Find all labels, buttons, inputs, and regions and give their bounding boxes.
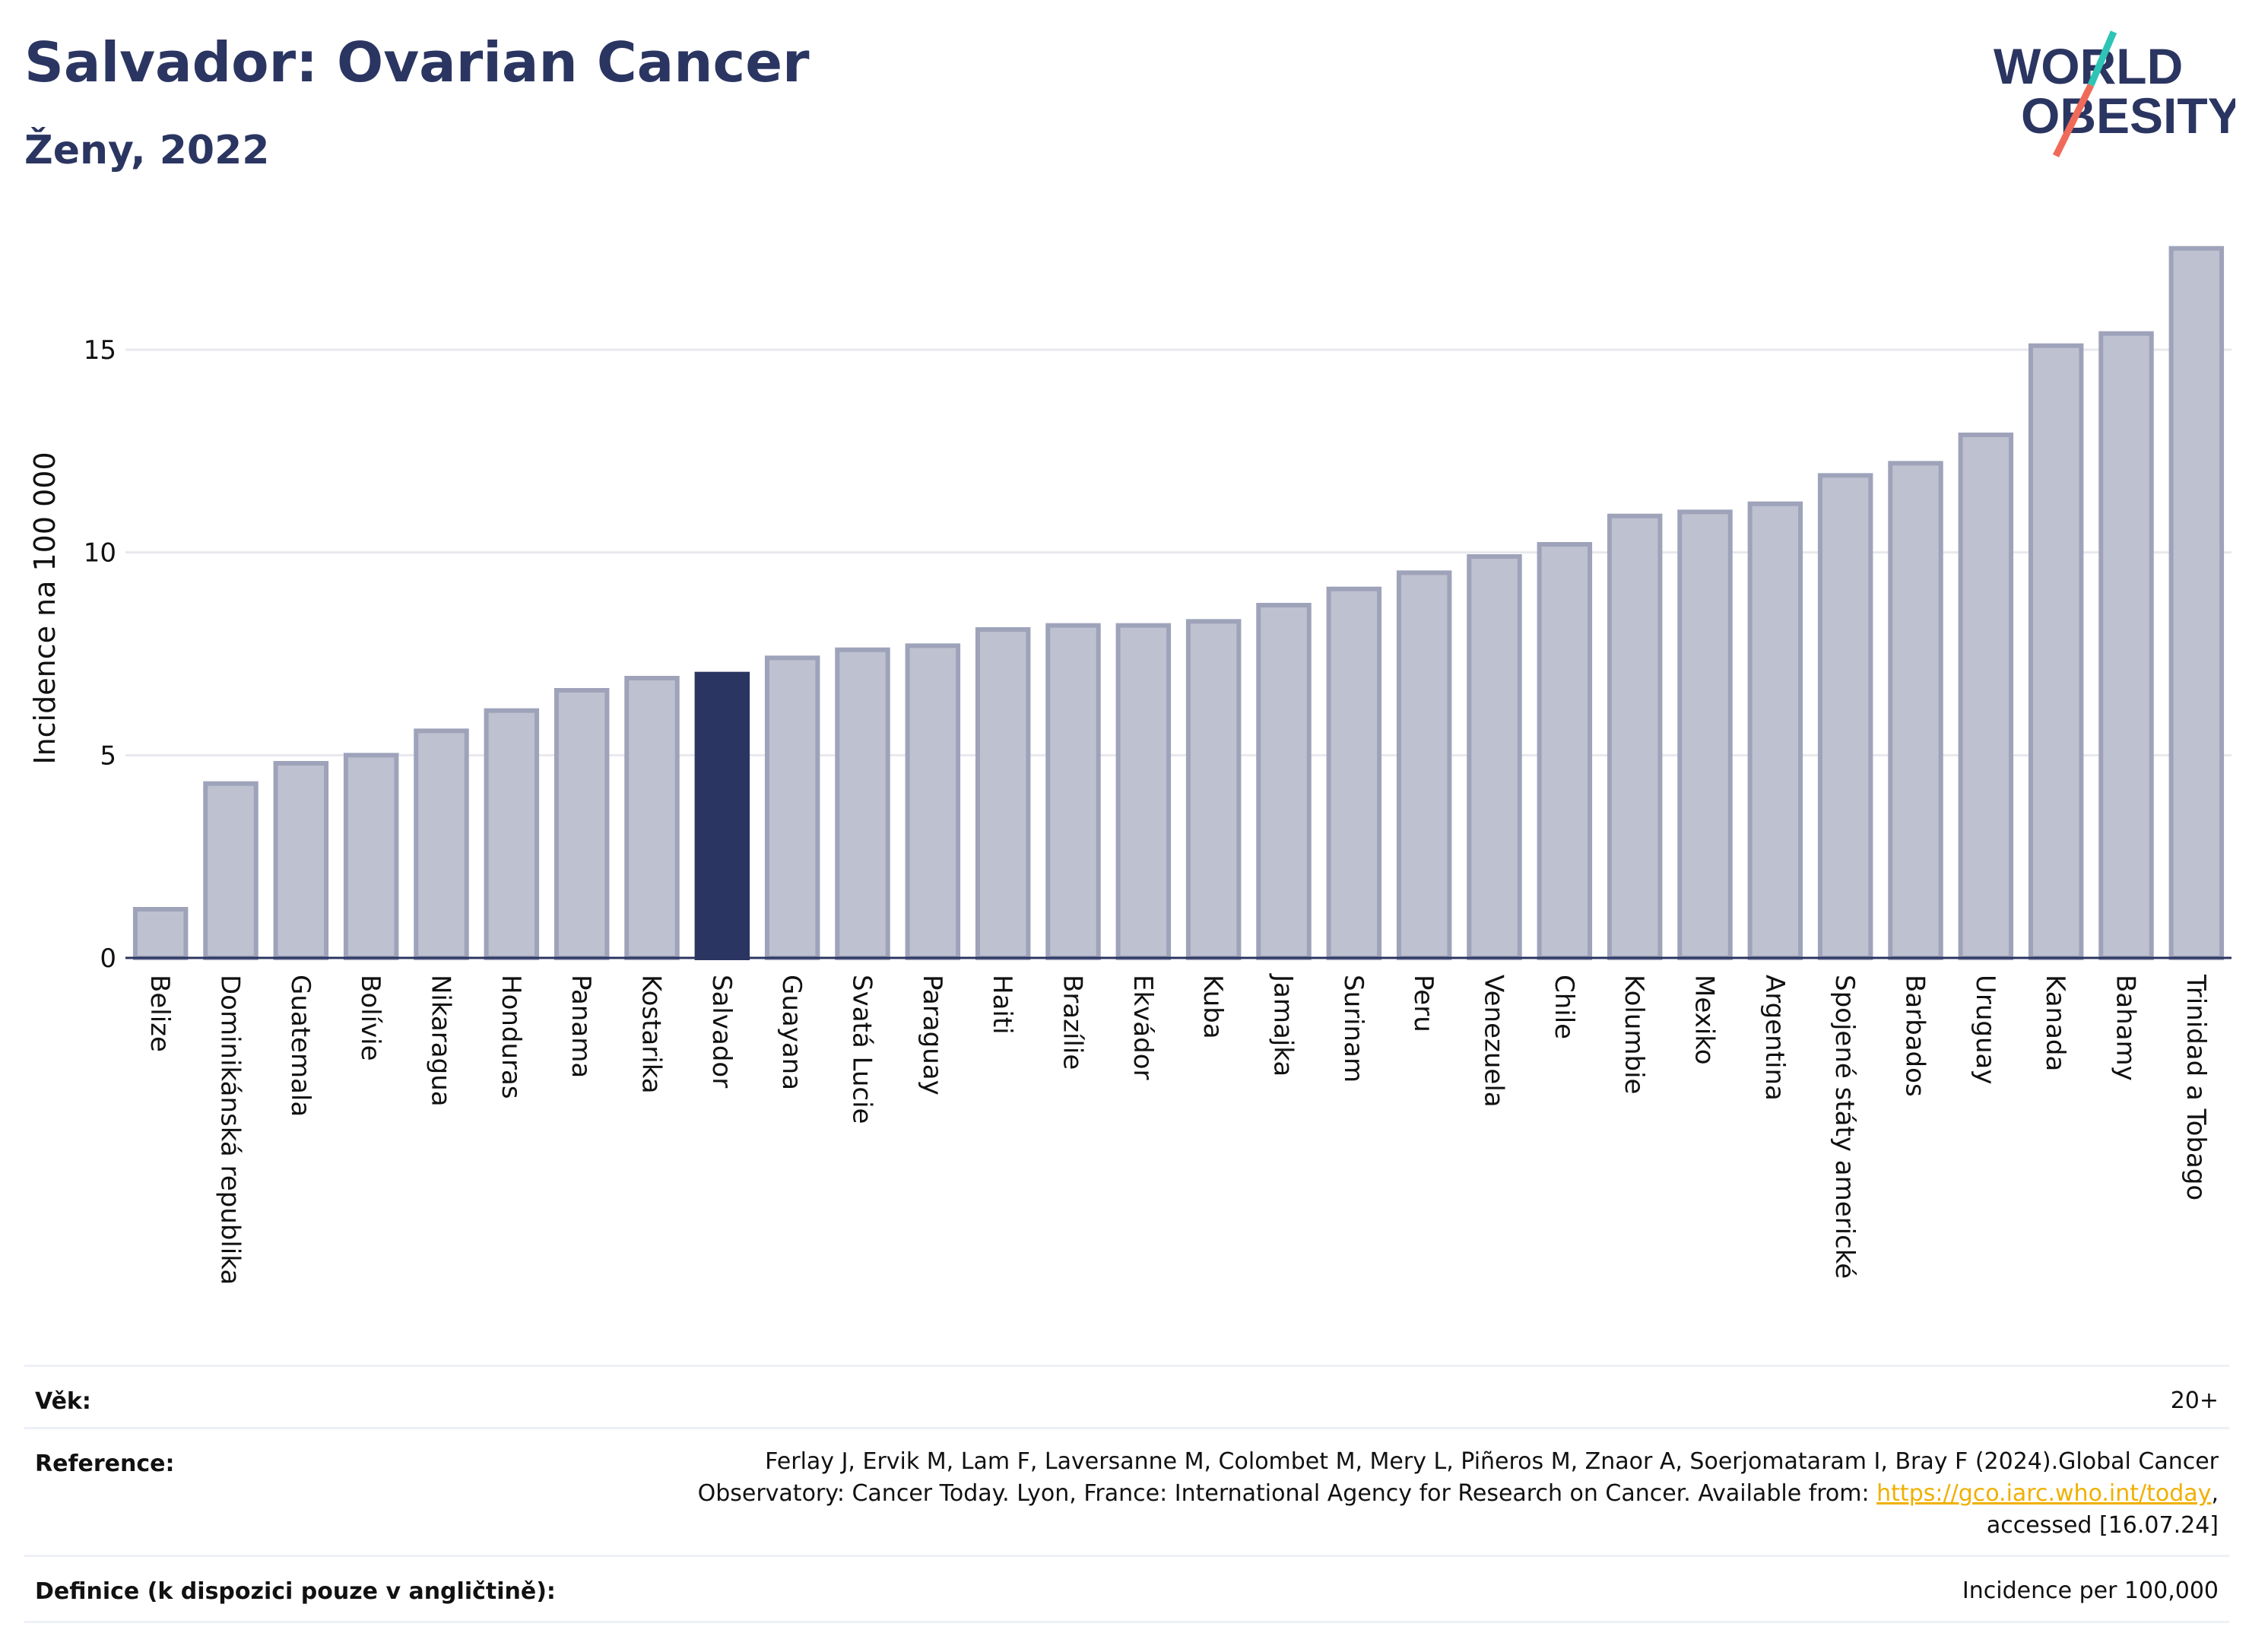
bar-jamajka <box>1256 603 1312 960</box>
y-tick-label: 5 <box>100 740 116 771</box>
logo-word-obesity: OBESITY <box>2021 87 2235 144</box>
bar-haiti <box>975 627 1031 960</box>
x-tick-label: Svatá Lucie <box>847 975 877 1124</box>
bar-venezuela <box>1467 554 1522 960</box>
bar-salvador <box>694 671 750 961</box>
info-row-definition: Definice (k dispozici pouze v angličtině… <box>24 1555 2229 1623</box>
bar-ekvádor <box>1115 623 1172 961</box>
bar-chart: 0 5 10 15 Belize Dominikánská republika Guate… <box>28 246 2232 1285</box>
x-tick-label: Nikaragua <box>426 975 456 1107</box>
grid-lines <box>125 348 2232 756</box>
info-table: Věk: 20+ Reference: Ferlay J, Ervik M, L… <box>24 1365 2229 1623</box>
x-tick-label: Chile <box>1549 975 1579 1039</box>
world-obesity-logo: WORLD OBESITY <box>1984 30 2241 160</box>
reference-line-3: accessed [16.07.24] <box>1986 1512 2219 1539</box>
x-tick-label: Trinidad a Tobago <box>2181 974 2211 1200</box>
x-tick-label: Spojené státy americké <box>1829 975 1860 1279</box>
x-tick-label: Kuba <box>1197 975 1228 1039</box>
bar-spojené-státy-americké <box>1817 473 1873 960</box>
bar-mexiko <box>1677 509 1733 960</box>
bars <box>132 246 2225 961</box>
x-tick-label: Barbados <box>1900 975 1930 1097</box>
bar-peru <box>1396 570 1452 960</box>
bar-guayana <box>764 655 820 960</box>
x-tick-label: Honduras <box>496 975 526 1099</box>
bar-nikaragua <box>414 728 469 960</box>
definition-label: Definice (k dispozici pouze v angličtině… <box>35 1578 556 1605</box>
bar-honduras <box>484 708 540 961</box>
x-tick-label: Salvador <box>706 975 737 1088</box>
y-tick-label: 10 <box>84 538 116 569</box>
x-tick-label: Guatemala <box>285 975 316 1117</box>
logo-slash-teal <box>2087 30 2117 87</box>
y-axis-title: Incidence na 100 000 <box>28 452 62 764</box>
y-tick-label: 15 <box>84 335 116 366</box>
info-row-reference: Reference: Ferlay J, Ervik M, Lam F, Lav… <box>24 1427 2229 1557</box>
bar-kanada <box>2028 343 2084 960</box>
age-label: Věk: <box>35 1388 91 1415</box>
x-tick-label: Paraguay <box>917 975 947 1096</box>
reference-line-1: Ferlay J, Ervik M, Lam F, Laversanne M, … <box>765 1448 2219 1475</box>
bar-svatá-lucie <box>835 647 890 961</box>
x-tick-label: Ekvádor <box>1128 975 1158 1080</box>
y-tick-labels: 0 5 10 15 <box>84 335 116 974</box>
info-row-age: Věk: 20+ <box>24 1365 2229 1429</box>
bar-bolívie <box>343 753 399 960</box>
chart-subtitle: Ženy, 2022 <box>24 128 270 173</box>
x-tick-label: Kolumbie <box>1619 975 1649 1094</box>
chart-title: Salvador: Ovarian Cancer <box>24 30 810 94</box>
bar-argentina <box>1747 501 1803 960</box>
bar-bahamy <box>2098 331 2154 960</box>
bar-surinam <box>1326 586 1382 961</box>
x-tick-label: Guayana <box>776 975 807 1090</box>
reference-line-2-suffix: , <box>2211 1480 2219 1507</box>
bar-trinidad-a-tobago <box>2168 246 2225 960</box>
x-tick-label: Dominikánská republika <box>215 975 246 1285</box>
x-tick-label: Bahamy <box>2111 975 2141 1081</box>
y-tick-label: 0 <box>100 943 116 974</box>
x-tick-label: Surinam <box>1338 975 1369 1083</box>
x-tick-label: Venezuela <box>1479 975 1509 1108</box>
bar-barbados <box>1888 461 1943 960</box>
x-tick-label: Jamajka <box>1268 973 1299 1076</box>
x-tick-label: Uruguay <box>1970 975 2000 1085</box>
x-tick-label: Bolívie <box>355 975 385 1061</box>
x-tick-label: Kanada <box>2040 975 2070 1071</box>
x-tick-label: Kostarika <box>636 975 667 1094</box>
reference-line-2: Observatory: Cancer Today. Lyon, France:… <box>698 1478 2219 1510</box>
bar-panama <box>554 688 610 960</box>
reference-label: Reference: <box>35 1451 175 1477</box>
reference-value: Ferlay J, Ervik M, Lam F, Laversanne M, … <box>698 1446 2219 1542</box>
bar-chile <box>1537 542 1593 960</box>
x-tick-label: Mexiko <box>1689 975 1720 1065</box>
bar-guatemala <box>273 761 329 960</box>
bar-belize <box>132 907 189 960</box>
x-tick-label: Argentina <box>1759 975 1790 1101</box>
bar-kolumbie <box>1607 513 1663 960</box>
bar-kostarika <box>624 676 680 960</box>
x-tick-label: Peru <box>1408 975 1439 1032</box>
x-tick-label: Belize <box>144 975 175 1052</box>
definition-value: Incidence per 100,000 <box>1962 1577 2219 1604</box>
x-tick-label: Panama <box>566 975 596 1078</box>
bar-uruguay <box>1958 433 2014 960</box>
bar-kuba <box>1185 619 1242 960</box>
x-tick-labels: Belize Dominikánská republika Guatemala Bol… <box>144 973 2211 1285</box>
bar-brazílie <box>1045 623 1101 961</box>
reference-link[interactable]: https://gco.iarc.who.int/today <box>1876 1480 2212 1507</box>
x-tick-label: Brazílie <box>1058 975 1088 1070</box>
bar-dominikánská-republika <box>203 781 259 960</box>
x-tick-label: Haiti <box>987 975 1017 1035</box>
age-value: 20+ <box>2170 1387 2219 1414</box>
reference-line-2-prefix: Observatory: Cancer Today. Lyon, France:… <box>697 1480 1877 1507</box>
bar-paraguay <box>905 643 961 960</box>
logo-slash-coral <box>2052 84 2095 157</box>
